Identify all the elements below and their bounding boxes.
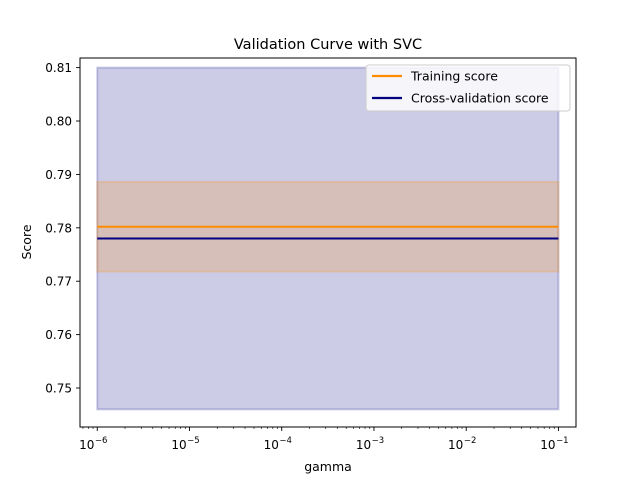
y-tick-label-5: 0.80	[45, 115, 72, 129]
legend: Training score Cross-validation score	[365, 64, 571, 112]
series-lines	[97, 225, 559, 240]
y-axis-ticks: 0.75 0.76 0.77 0.78 0.79 0.80 0.81	[45, 61, 80, 396]
y-tick-label-3: 0.78	[45, 221, 72, 235]
x-tick-exponent-1: −5	[187, 436, 200, 446]
y-tick-label-4: 0.79	[45, 168, 72, 182]
x-tick-exponent-0: −6	[95, 436, 108, 446]
x-axis-label: gamma	[304, 459, 352, 474]
y-tick-label-0: 0.75	[45, 382, 72, 396]
x-tick-exponent-5: −1	[556, 436, 569, 446]
x-tick-exponent-2: −4	[279, 436, 292, 446]
plot-frame	[79, 57, 577, 428]
y-tick-label-2: 0.77	[45, 275, 72, 289]
legend-label-0: Training score	[410, 69, 498, 84]
chart-title: Validation Curve with SVC	[234, 37, 422, 53]
y-tick-label-1: 0.76	[45, 328, 72, 342]
y-axis-label: Score	[19, 224, 34, 259]
x-tick-exponent-4: −2	[464, 436, 477, 446]
x-tick-exponent-3: −3	[372, 436, 385, 446]
legend-label-1: Cross-validation score	[411, 91, 549, 106]
legend-box	[365, 64, 571, 112]
y-tick-label-6: 0.81	[45, 61, 72, 75]
